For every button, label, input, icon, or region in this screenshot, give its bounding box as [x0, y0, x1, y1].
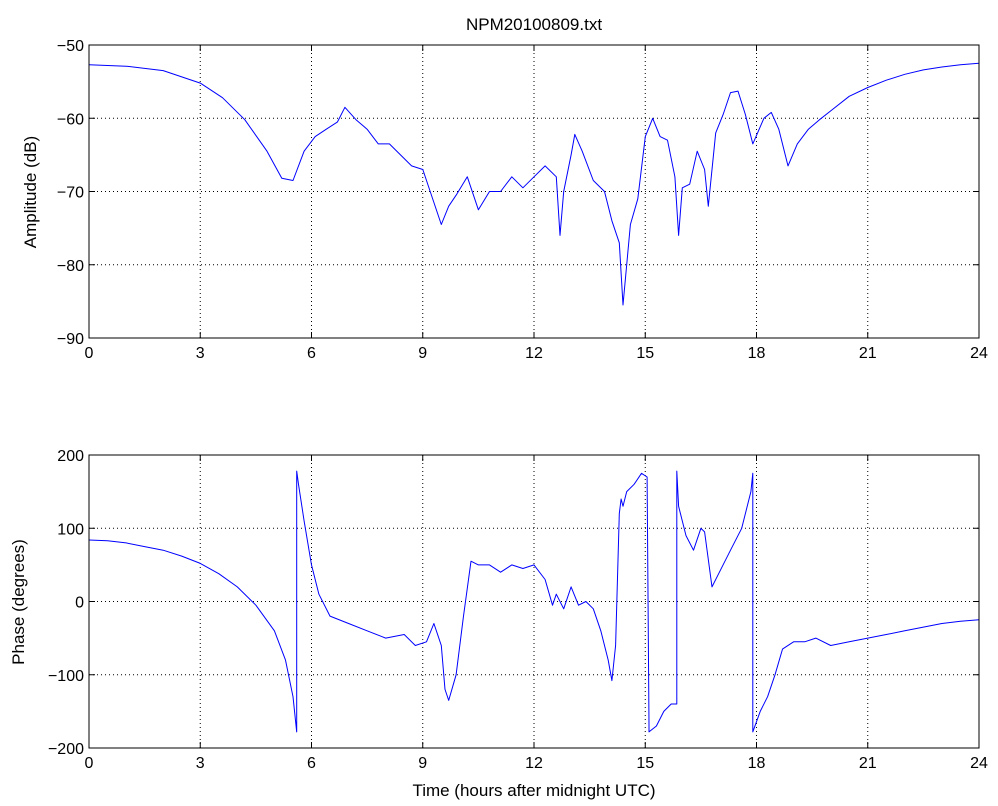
y-tick-label: 100 — [57, 521, 84, 538]
y-tick-label: 200 — [57, 448, 84, 465]
data-series-line — [88, 470, 980, 733]
y-tick-label: −90 — [57, 331, 84, 348]
y-tick-label: −80 — [57, 258, 84, 275]
y-tick-label: −200 — [48, 741, 84, 758]
x-tick-label: 0 — [85, 755, 94, 772]
y-tick-label: 0 — [75, 595, 84, 612]
x-tick-label: 21 — [859, 755, 877, 772]
plot-frame — [88, 44, 980, 339]
y-tick-label: −60 — [57, 111, 84, 128]
x-tick-label: 9 — [418, 755, 427, 772]
x-tick-label: 3 — [196, 755, 205, 772]
x-tick-label: 3 — [196, 345, 205, 362]
plot-frame — [88, 454, 980, 749]
y-tick-label: −100 — [48, 668, 84, 685]
amplitude-axes: 0 3 6 9 12 15 18 21 24 −90 −80 −70 −60 −50 — [57, 38, 988, 362]
chart-title: NPM20100809.txt — [466, 15, 602, 34]
x-tick-label: 6 — [307, 755, 316, 772]
y-tick-label: −50 — [57, 38, 84, 55]
x-tick-label: 0 — [85, 345, 94, 362]
x-tick-label: 9 — [418, 345, 427, 362]
x-tick-label: 12 — [525, 755, 543, 772]
phase-x-axis-title: Time (hours after midnight UTC) — [412, 781, 655, 800]
x-tick-label: 24 — [970, 755, 988, 772]
phase-y-axis-title: Phase (degrees) — [9, 539, 28, 665]
x-tick-label: 24 — [970, 345, 988, 362]
x-tick-label: 18 — [748, 755, 766, 772]
x-tick-label: 15 — [636, 345, 654, 362]
data-series-line — [88, 62, 980, 306]
x-tick-label: 18 — [748, 345, 766, 362]
amplitude-y-axis-title: Amplitude (dB) — [21, 136, 40, 248]
x-tick-label: 15 — [636, 755, 654, 772]
x-tick-label: 12 — [525, 345, 543, 362]
x-tick-label: 21 — [859, 345, 877, 362]
phase-axes: 0 3 6 9 12 15 18 21 24 −200 −100 0 100 200 — [48, 448, 988, 772]
x-tick-label: 6 — [307, 345, 316, 362]
y-tick-label: −70 — [57, 185, 84, 202]
